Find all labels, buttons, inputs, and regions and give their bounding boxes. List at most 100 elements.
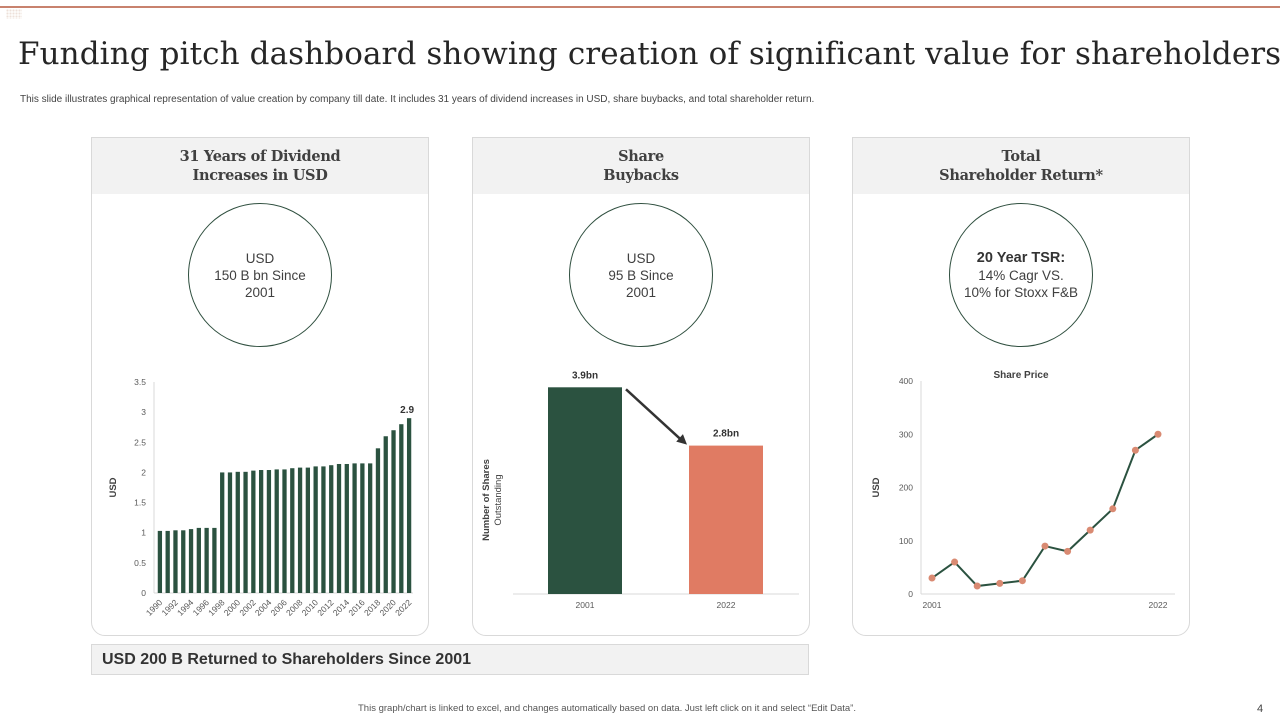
bar-1993: [181, 530, 186, 593]
bar-2003: [258, 470, 264, 593]
bar-2013: [336, 463, 342, 593]
bar-2022: [689, 445, 763, 594]
data-point-3: [996, 579, 1004, 587]
bar-2020: [391, 430, 396, 593]
data-point-0: [928, 574, 936, 582]
bar-2010: [313, 466, 318, 593]
circle-line2: 95 B Since: [608, 267, 674, 283]
buybacks-card: Share Buybacks USD 95 B Since 2001 Numbe…: [472, 137, 810, 636]
bar-2015: [352, 463, 357, 593]
y-tick-label: 400: [899, 376, 913, 386]
bar-2011: [321, 466, 326, 593]
data-point-4: [1018, 577, 1026, 585]
dividend-summary-circle: USD 150 B bn Since 2001: [188, 203, 332, 347]
buybacks-summary-circle: USD 95 B Since 2001: [569, 203, 713, 347]
card-title-line2: Buybacks: [603, 167, 679, 184]
y-tick-label: 300: [899, 429, 913, 439]
buybacks-bar-chart[interactable]: Number of Shares Outstanding 3.9bn 2001 2.8b…: [473, 138, 811, 637]
bar-1996: [204, 527, 209, 593]
bar-2004: [266, 470, 272, 593]
circle-line3: 2001: [625, 284, 657, 300]
data-point-7: [1086, 526, 1094, 534]
data-point-6: [1064, 547, 1072, 555]
tsr-summary-circle: 20 Year TSR: 14% Cagr VS. 10% for Stoxx …: [949, 203, 1093, 347]
chart-title: Share Price: [993, 370, 1048, 381]
bar-2021: [399, 424, 404, 593]
circle-line3: 2001: [244, 284, 276, 300]
bar-2008: [297, 467, 303, 593]
bar-1997: [212, 527, 217, 593]
y-tick-label: 200: [899, 483, 913, 493]
data-label: 3.9bn: [572, 370, 598, 381]
circle-line3: 10% for Stoxx F&B: [963, 284, 1079, 300]
bar-2002: [251, 470, 256, 593]
series-line: [931, 433, 1159, 588]
dividend-card-header: 31 Years of Dividend Increases in USD: [92, 138, 428, 194]
dividend-bar-chart[interactable]: 00.511.522.533.5USD199019921994199619982…: [92, 138, 430, 637]
bar-1998: [220, 472, 225, 593]
bar-2019: [383, 436, 388, 593]
circle-line2: 150 B bn Since: [214, 267, 306, 283]
y-tick-label: 1: [141, 528, 146, 538]
y-tick-label: 0.5: [134, 558, 146, 568]
y-tick-label: 2: [141, 467, 146, 477]
y-tick-label: 100: [899, 536, 913, 546]
x-tick-label: 2001: [923, 600, 942, 610]
x-tick-label: 2001: [576, 600, 595, 610]
bar-2006: [282, 469, 287, 593]
x-tick-label: 2022: [1149, 600, 1168, 610]
bar-2001: [243, 471, 248, 593]
arrow-head: [676, 434, 687, 445]
y-axis-title: USD: [108, 477, 119, 497]
page-subtitle: This slide illustrates graphical represe…: [20, 94, 815, 105]
y-tick-label: 3: [141, 407, 146, 417]
tsr-card-header: Total Shareholder Return*: [853, 138, 1189, 194]
bar-2000: [235, 471, 240, 593]
x-tick-label: 2022: [393, 597, 414, 618]
bar-2014: [344, 463, 349, 593]
y-tick-label: 3.5: [134, 377, 146, 387]
card-title-line1: Total: [1001, 148, 1041, 165]
bar-2022: [406, 418, 412, 593]
data-point-10: [1154, 430, 1162, 438]
buybacks-card-header: Share Buybacks: [473, 138, 809, 194]
bar-1991: [165, 530, 170, 593]
bar-2007: [290, 468, 295, 593]
top-accent-rule: [0, 6, 1280, 8]
bar-2005: [274, 469, 279, 593]
card-title-line2: Shareholder Return*: [939, 167, 1103, 184]
circle-line1: USD: [626, 250, 656, 266]
y-axis-title: USD: [871, 477, 882, 497]
y-axis-title-line2: Outstanding: [493, 474, 504, 525]
data-point-5: [1041, 542, 1049, 550]
bar-1992: [173, 530, 178, 593]
data-point-2: [973, 582, 981, 590]
y-tick-label: 0: [141, 588, 146, 598]
bar-2016: [360, 463, 365, 593]
page-title: Funding pitch dashboard showing creation…: [18, 36, 1280, 72]
bar-1990: [157, 530, 163, 593]
card-title-line1: 31 Years of Dividend: [179, 148, 341, 165]
corner-dot-pattern: [6, 9, 22, 19]
arrow-line: [625, 388, 683, 442]
card-title-line2: Increases in USD: [192, 167, 328, 184]
bar-2001: [548, 387, 622, 594]
share-price-line-chart[interactable]: Share Price 0 100 200 300 400 USD 2001 2022: [853, 138, 1191, 637]
page-number: 4: [1257, 703, 1264, 715]
data-label: 2.9: [400, 405, 414, 416]
y-axis-title-line1: Number of Shares: [481, 459, 492, 541]
bar-2017: [368, 463, 373, 593]
data-point-1: [951, 558, 959, 566]
y-tick-label: 2.5: [134, 437, 146, 447]
bar-1994: [188, 529, 194, 593]
bar-1995: [196, 527, 201, 593]
circle-line1: 20 Year TSR:: [976, 249, 1066, 266]
x-tick-label: 2022: [717, 600, 736, 610]
y-tick-label: 1.5: [134, 498, 146, 508]
bar-2009: [305, 467, 311, 593]
tsr-card: Total Shareholder Return* 20 Year TSR: 1…: [852, 137, 1190, 636]
bar-2018: [375, 448, 381, 593]
footer-note: This graph/chart is linked to excel, and…: [358, 703, 856, 714]
bar-1999: [227, 472, 233, 593]
data-label: 2.8bn: [713, 429, 739, 440]
